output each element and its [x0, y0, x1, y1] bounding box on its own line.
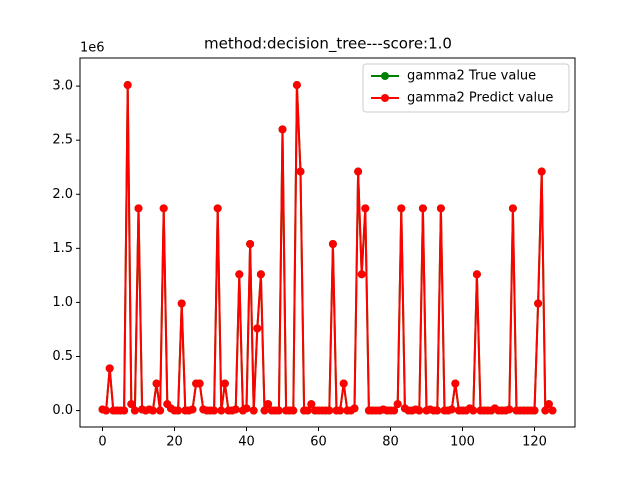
- marker: [303, 406, 312, 415]
- marker: [217, 406, 226, 415]
- marker: [361, 204, 370, 213]
- legend-box: [362, 63, 570, 113]
- marker: [148, 406, 157, 415]
- marker: [249, 406, 258, 415]
- marker: [357, 270, 366, 279]
- marker: [390, 406, 399, 415]
- marker: [256, 270, 265, 279]
- x-tick-label: 0: [98, 435, 106, 450]
- marker: [436, 204, 445, 213]
- marker: [505, 405, 514, 414]
- marker: [508, 204, 517, 213]
- marker: [278, 125, 287, 134]
- marker: [537, 167, 546, 176]
- marker: [253, 324, 262, 333]
- marker: [188, 405, 197, 414]
- marker: [242, 404, 251, 413]
- marker: [393, 400, 402, 409]
- marker: [307, 400, 316, 409]
- marker: [235, 270, 244, 279]
- legend-label: gamma2 True value: [407, 69, 536, 84]
- marker: [415, 406, 424, 415]
- y-tick-label: 3.0: [52, 79, 73, 94]
- marker: [174, 406, 183, 415]
- marker: [274, 406, 283, 415]
- marker: [213, 204, 222, 213]
- marker: [156, 406, 165, 415]
- plot-frame: [79, 57, 576, 428]
- marker: [451, 379, 460, 388]
- marker: [102, 406, 111, 415]
- y-tick-label: 1.0: [52, 295, 73, 310]
- marker: [152, 379, 161, 388]
- marker: [130, 406, 139, 415]
- x-tick-label: 120: [522, 435, 547, 450]
- legend-marker: [381, 94, 389, 102]
- marker: [548, 406, 557, 415]
- marker: [260, 406, 269, 415]
- marker: [325, 406, 334, 415]
- x-tick-label: 40: [238, 435, 255, 450]
- chart-title: method:decision_tree---score:1.0: [204, 35, 452, 54]
- legend-marker: [381, 72, 389, 80]
- marker: [418, 204, 427, 213]
- marker: [354, 167, 363, 176]
- marker: [530, 406, 539, 415]
- marker: [246, 240, 255, 249]
- marker: [220, 379, 229, 388]
- marker: [328, 240, 337, 249]
- marker: [339, 379, 348, 388]
- marker: [105, 364, 114, 373]
- marker: [120, 406, 129, 415]
- marker: [123, 81, 132, 90]
- marker: [336, 406, 345, 415]
- marker: [231, 405, 240, 414]
- marker: [264, 400, 273, 409]
- marker: [350, 404, 359, 413]
- marker: [544, 400, 553, 409]
- marker: [195, 379, 204, 388]
- marker: [210, 406, 219, 415]
- marker: [296, 167, 305, 176]
- marker: [534, 299, 543, 308]
- y-tick-label: 0.0: [52, 403, 73, 418]
- marker: [292, 81, 301, 90]
- marker: [447, 405, 456, 414]
- marker: [289, 406, 298, 415]
- x-tick-label: 100: [450, 435, 475, 450]
- x-tick-label: 60: [310, 435, 327, 450]
- marker: [177, 299, 186, 308]
- y-offset-label: 1e6: [80, 41, 105, 56]
- y-tick-label: 1.5: [52, 241, 73, 256]
- x-tick-label: 20: [166, 435, 183, 450]
- marker: [397, 204, 406, 213]
- marker: [472, 270, 481, 279]
- x-tick-label: 80: [382, 435, 399, 450]
- legend-label: gamma2 Predict value: [407, 91, 553, 106]
- y-tick-label: 0.5: [52, 349, 73, 364]
- y-tick-label: 2.5: [52, 133, 73, 148]
- marker: [127, 400, 136, 409]
- y-tick-label: 2.0: [52, 187, 73, 202]
- marker: [433, 406, 442, 415]
- marker: [469, 406, 478, 415]
- marker: [134, 204, 143, 213]
- marker: [541, 406, 550, 415]
- marker: [159, 204, 168, 213]
